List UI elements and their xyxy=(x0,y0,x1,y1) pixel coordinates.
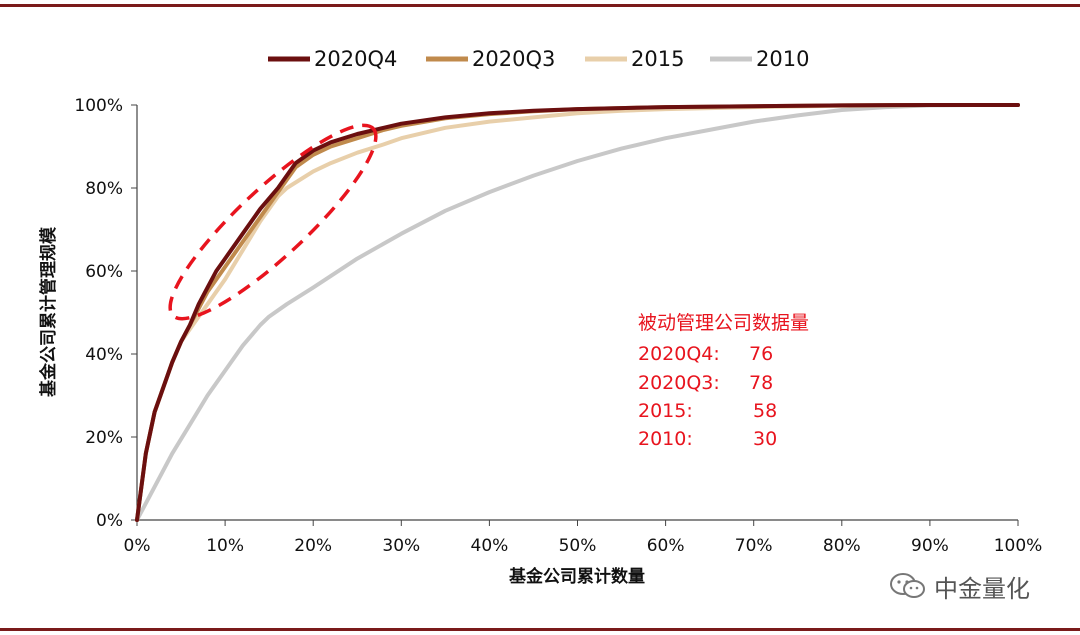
annotation-box: 被动管理公司数据量 2020Q4: 76 2020Q3: 78 2015: 58… xyxy=(638,312,809,450)
x-tick-label: 0% xyxy=(124,536,151,556)
series-line-2015 xyxy=(135,103,1020,522)
legend-item: 2020Q3 xyxy=(426,47,555,71)
x-axis-title: 基金公司累计数量 xyxy=(508,566,645,587)
x-tick-label: 30% xyxy=(382,536,420,556)
annotation-value-2010: 30 xyxy=(753,428,777,450)
annotation-label-2015: 2015: xyxy=(638,400,693,422)
annotation-label-2010: 2010: xyxy=(638,428,693,450)
x-tick-label: 70% xyxy=(735,536,773,556)
y-axis-ticks: 0% 20% 40% 60% 80% 100% xyxy=(74,96,137,531)
y-tick-label: 0% xyxy=(96,511,123,531)
y-axis-title: 基金公司累计管理规模 xyxy=(38,226,59,398)
legend: 2020Q4 2020Q3 2015 2010 xyxy=(268,47,809,71)
annotation-value-2020q3: 78 xyxy=(749,372,773,394)
legend-label-2020q4: 2020Q4 xyxy=(314,47,397,71)
x-tick-label: 60% xyxy=(647,536,685,556)
legend-item: 2020Q4 xyxy=(268,47,397,71)
x-tick-label: 40% xyxy=(471,536,509,556)
x-tick-label: 80% xyxy=(823,536,861,556)
x-tick-label: 50% xyxy=(559,536,597,556)
watermark: 中金量化 xyxy=(888,568,1030,604)
top-rule xyxy=(0,4,1080,7)
legend-label-2020q3: 2020Q3 xyxy=(472,47,555,71)
x-tick-label: 100% xyxy=(994,536,1043,556)
legend-item: 2015 xyxy=(585,47,684,71)
annotation-value-2015: 58 xyxy=(753,400,777,422)
bottom-rule xyxy=(0,628,1080,631)
y-tick-label: 80% xyxy=(85,179,123,199)
highlight-ellipse xyxy=(168,123,378,321)
y-tick-label: 60% xyxy=(85,262,123,282)
annotation-label-2020q3: 2020Q3: xyxy=(638,372,720,394)
legend-label-2015: 2015 xyxy=(631,47,684,71)
y-tick-label: 40% xyxy=(85,345,123,365)
x-tick-label: 20% xyxy=(294,536,332,556)
wechat-icon xyxy=(890,573,925,598)
y-tick-label: 20% xyxy=(85,428,123,448)
series-line-2010 xyxy=(135,103,1020,522)
x-axis-ticks: 0% 10% 20% 30% 40% 50% 60% 70% 80% 90% 100% xyxy=(124,520,1043,556)
annotation-title: 被动管理公司数据量 xyxy=(638,312,809,334)
x-tick-label: 10% xyxy=(206,536,244,556)
series-line-2020q4 xyxy=(135,103,1020,522)
legend-item: 2010 xyxy=(710,47,809,71)
legend-label-2010: 2010 xyxy=(756,47,809,71)
series-line-2020q3 xyxy=(135,103,1020,522)
x-tick-label: 90% xyxy=(911,536,949,556)
annotation-value-2020q4: 76 xyxy=(749,343,773,365)
watermark-text: 中金量化 xyxy=(934,574,1030,603)
annotation-label-2020q4: 2020Q4: xyxy=(638,343,720,365)
series-layer xyxy=(135,103,1020,522)
y-tick-label: 100% xyxy=(74,96,123,116)
